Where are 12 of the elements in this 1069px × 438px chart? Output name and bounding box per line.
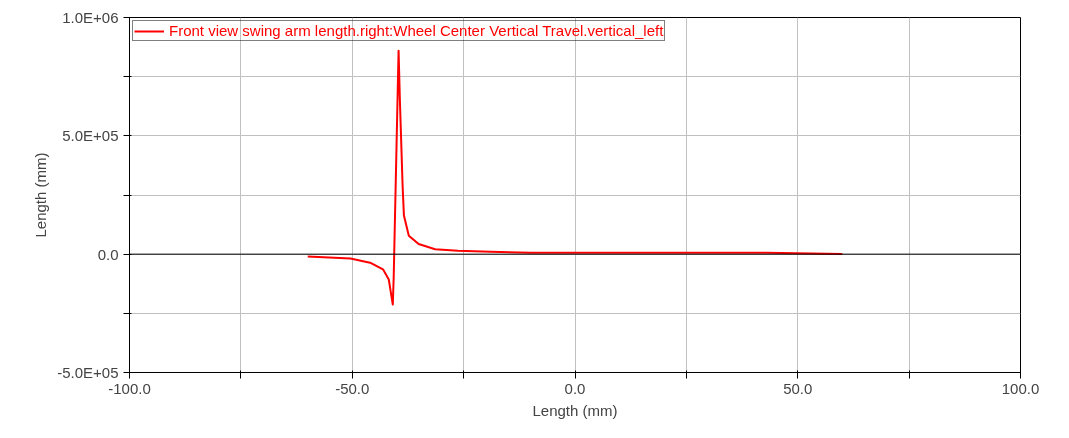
x-tick-label: 0.0 xyxy=(564,379,586,397)
x-tick-label: 50.0 xyxy=(783,379,813,397)
y-tick-label: 5.0E+05 xyxy=(62,127,119,145)
y-tick-label: -5.0E+05 xyxy=(57,364,119,381)
x-tick-label: -100.0 xyxy=(108,379,151,397)
x-tick-label: -50.0 xyxy=(335,379,370,397)
y-axis-title: Length (mm) xyxy=(32,152,50,238)
x-tick-label: 100.0 xyxy=(1001,379,1040,397)
y-tick-label: 0.0 xyxy=(97,245,119,263)
legend-label: Front view swing arm length.right:Wheel Center Vertical Travel.vertical_left xyxy=(169,22,664,39)
y-tick-label: 1.0E+06 xyxy=(62,9,119,26)
x-axis-title: Length (mm) xyxy=(532,401,618,419)
